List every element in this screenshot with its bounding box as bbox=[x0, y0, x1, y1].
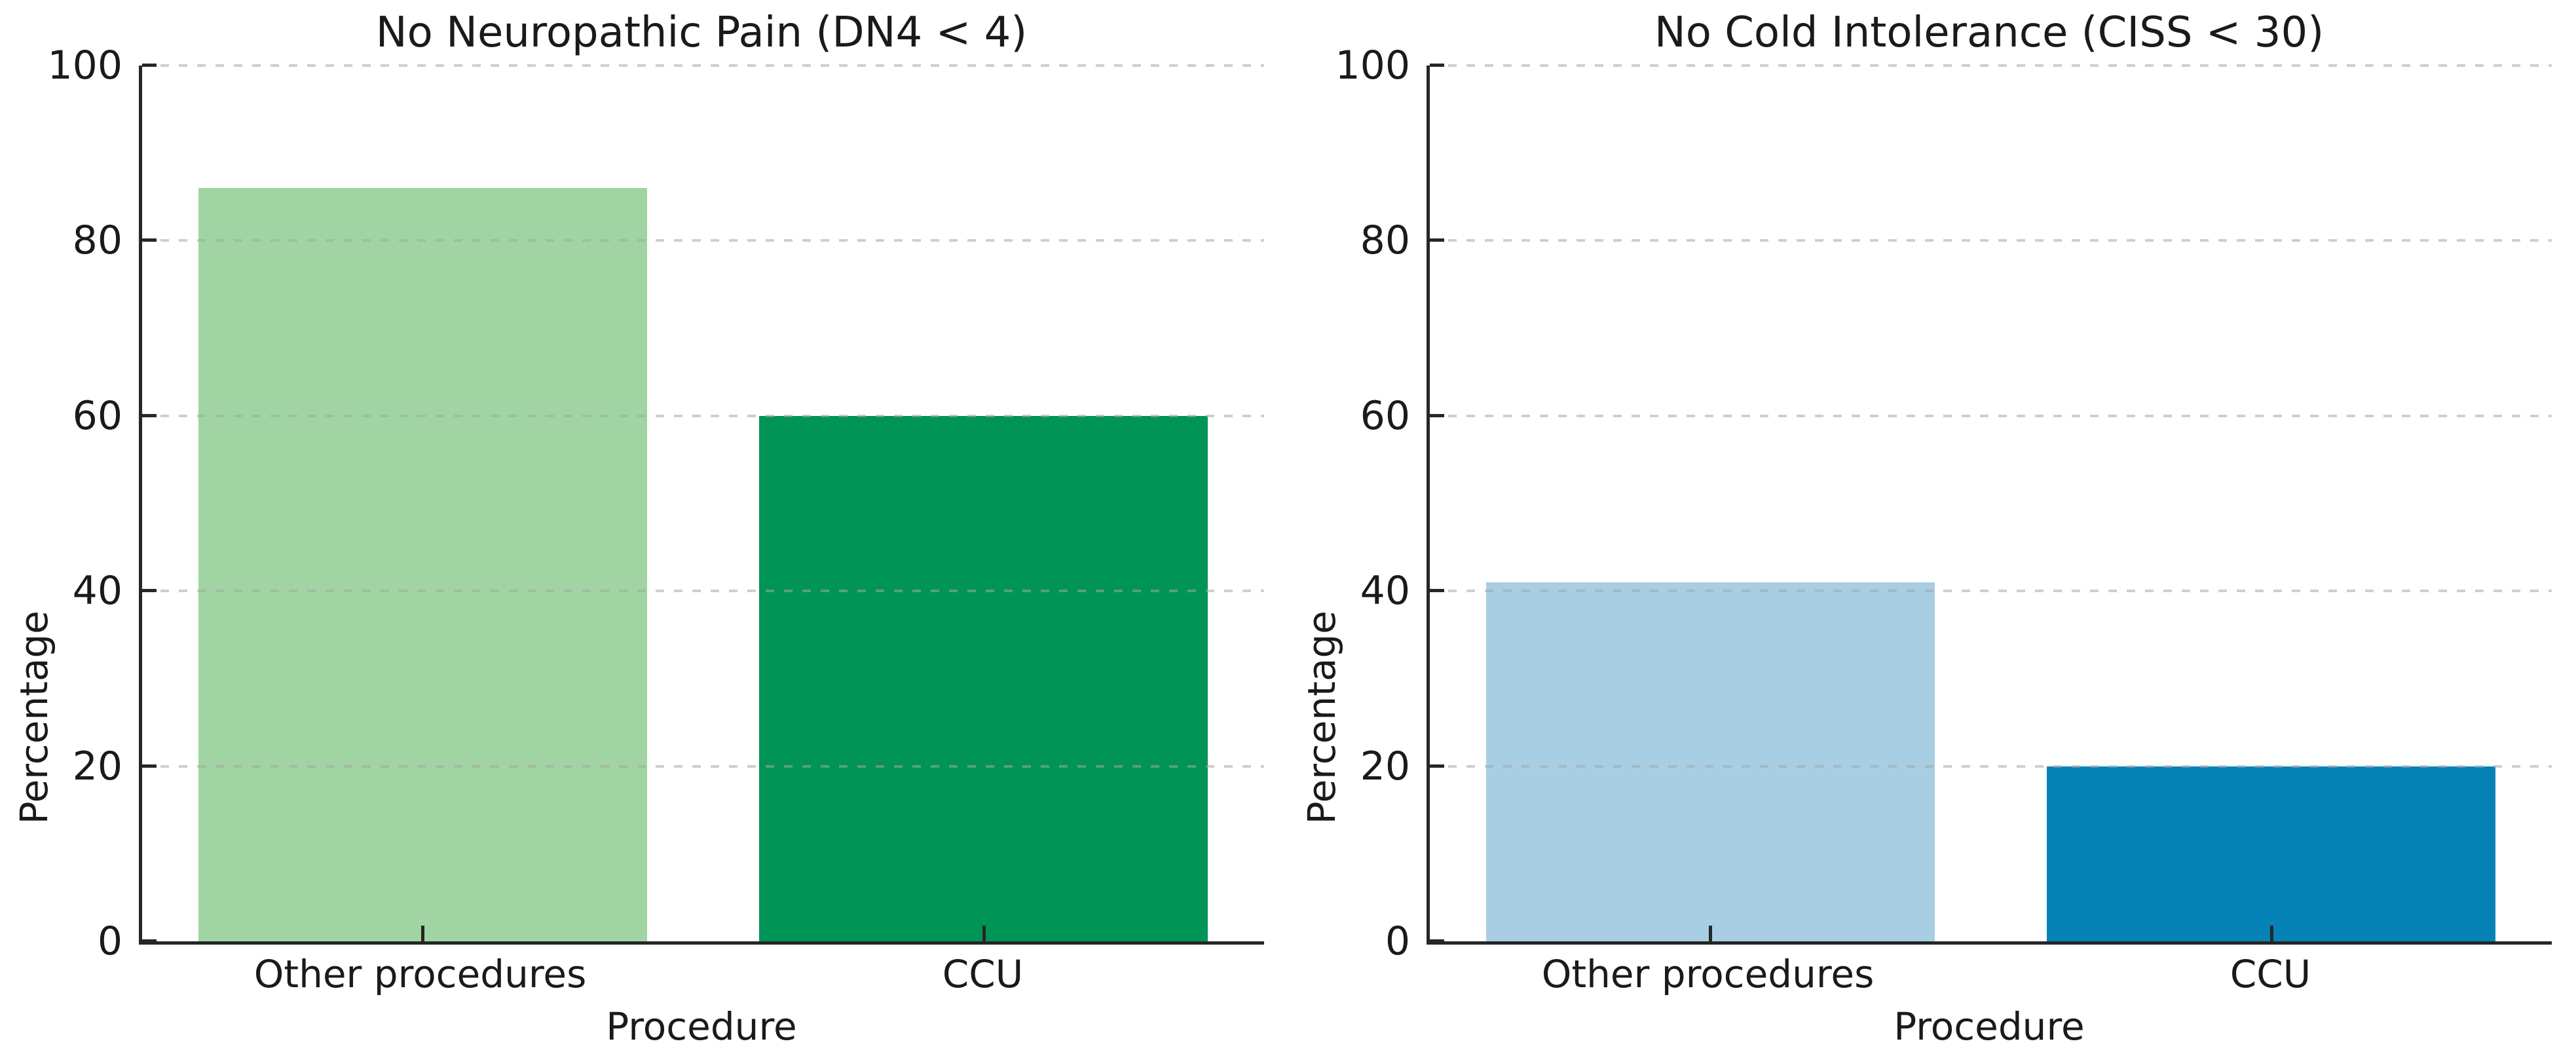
bar-other-procedures bbox=[1485, 582, 1935, 941]
bar-ccu bbox=[2047, 766, 2496, 941]
gridline bbox=[1430, 239, 2552, 242]
y-tick-label: 40 bbox=[72, 568, 122, 614]
y-axis-label: Percentage bbox=[1299, 610, 1344, 824]
y-tick-label: 100 bbox=[47, 43, 122, 88]
x-tick-label: CCU bbox=[942, 952, 1024, 996]
y-tick-label: 80 bbox=[72, 217, 122, 264]
x-tick-label: Other procedures bbox=[253, 952, 587, 996]
subplot-neuropathic-pain: No Neuropathic Pain (DN4 < 4) Percentage… bbox=[0, 0, 1288, 1054]
y-tick-mark bbox=[142, 413, 157, 417]
plot-column: 0 20 40 60 80 100 Other procedures CCU Procedu… bbox=[47, 46, 1264, 1054]
x-tick-mark bbox=[2269, 926, 2273, 941]
bar-other-procedures bbox=[198, 188, 647, 941]
y-tick-label: 40 bbox=[1360, 568, 1410, 614]
gridline bbox=[142, 64, 1264, 67]
y-tick-label: 80 bbox=[1360, 217, 1410, 264]
x-tick-mark bbox=[982, 926, 986, 941]
plot-area: 0 20 40 60 80 100 bbox=[47, 46, 1264, 961]
y-axis-label-column: Percentage bbox=[1288, 66, 1427, 941]
x-axis-label: Procedure bbox=[606, 1004, 797, 1049]
y-tick-label: 60 bbox=[1360, 392, 1410, 439]
y-tick-mark bbox=[1430, 939, 1444, 943]
y-tick-label: 20 bbox=[72, 743, 122, 789]
title-row: No Neuropathic Pain (DN4 < 4) bbox=[139, 0, 1264, 66]
chart-title: No Cold Intolerance (CISS < 30) bbox=[1654, 8, 2324, 57]
y-tick-mark bbox=[142, 764, 157, 768]
gridline bbox=[1430, 414, 2552, 417]
gridline bbox=[142, 764, 1264, 768]
x-tick-labels: Other procedures CCU bbox=[1427, 945, 2552, 1007]
x-tick-label: CCU bbox=[2230, 952, 2311, 996]
y-tick-mark bbox=[142, 238, 157, 242]
gridline bbox=[1430, 64, 2552, 67]
y-axis-label-column: Percentage bbox=[0, 66, 139, 941]
gridline bbox=[142, 590, 1264, 593]
gridline bbox=[142, 239, 1264, 242]
y-axis-label: Percentage bbox=[12, 610, 56, 824]
y-tick-mark bbox=[142, 939, 157, 943]
bar-ccu bbox=[759, 415, 1208, 941]
y-tick-label: 60 bbox=[72, 392, 122, 439]
subplot-cold-intolerance: No Cold Intolerance (CISS < 30) Percenta… bbox=[1288, 0, 2575, 1054]
gridline bbox=[142, 414, 1264, 417]
y-tick-mark bbox=[1430, 238, 1444, 242]
title-row: No Cold Intolerance (CISS < 30) bbox=[1427, 0, 2552, 66]
y-tick-label: 100 bbox=[1335, 43, 1410, 88]
y-tick-label: 20 bbox=[1360, 743, 1410, 789]
y-tick-mark bbox=[142, 589, 157, 593]
x-tick-labels: Other procedures CCU bbox=[139, 945, 1264, 1007]
chart-body: Percentage 0 20 40 60 80 100 Other procedures… bbox=[0, 46, 1288, 1054]
x-tick-mark bbox=[1709, 926, 1713, 941]
chart-title: No Neuropathic Pain (DN4 < 4) bbox=[375, 8, 1028, 57]
y-tick-mark bbox=[1430, 64, 1444, 67]
gridline bbox=[1430, 590, 2552, 593]
y-tick-mark bbox=[1430, 589, 1444, 593]
plot-column: 0 20 40 60 80 100 Other procedures CCU Procedu… bbox=[1335, 46, 2552, 1054]
x-axis-label: Procedure bbox=[1894, 1004, 2085, 1049]
y-tick-mark bbox=[1430, 413, 1444, 417]
x-tick-mark bbox=[421, 926, 425, 941]
y-tick-mark bbox=[1430, 764, 1444, 768]
chart-body: Percentage 0 20 40 60 80 100 Other procedures… bbox=[1288, 46, 2575, 1054]
y-tick-label: 0 bbox=[97, 918, 122, 964]
plot-area: 0 20 40 60 80 100 bbox=[1335, 46, 2552, 961]
y-tick-mark bbox=[142, 64, 157, 67]
gridline bbox=[1430, 764, 2552, 768]
x-tick-label: Other procedures bbox=[1541, 952, 1875, 996]
y-tick-label: 0 bbox=[1385, 918, 1410, 964]
